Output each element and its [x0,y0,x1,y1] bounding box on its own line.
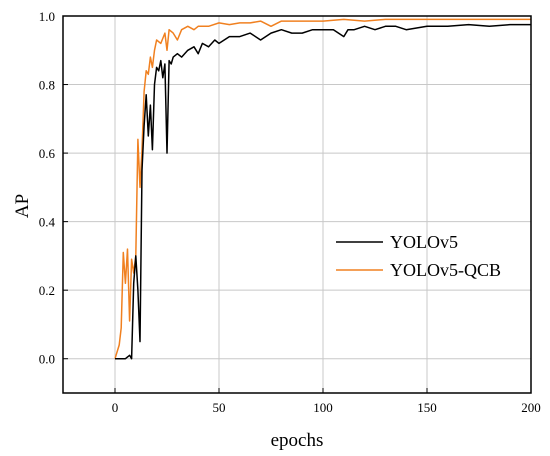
axis-ticks: 0 50 100 150 200 0.0 0.2 0.4 0.6 0.8 1.0 [39,9,541,415]
legend: YOLOv5 YOLOv5-QCB [336,232,501,280]
legend-label-yolov5-qcb: YOLOv5-QCB [390,260,501,280]
y-tick-label: 0.6 [39,146,56,161]
x-tick-label: 100 [313,400,333,415]
x-axis-title: epochs [271,430,324,451]
x-tick-label: 200 [521,400,541,415]
series-line-yolov5 [115,23,531,360]
x-tick-label: 50 [213,400,226,415]
plot-frame [62,15,532,394]
y-tick-label: 0.0 [39,352,55,367]
y-tick-label: 0.8 [39,78,55,93]
y-tick-label: 0.2 [39,283,55,298]
legend-label-yolov5: YOLOv5 [390,232,458,252]
y-axis-title: AP [12,194,33,218]
y-tick-label: 1.0 [39,9,55,24]
x-tick-label: 150 [417,400,437,415]
y-tick-label: 0.4 [39,215,56,230]
x-tick-label: 0 [112,400,119,415]
series-layer [114,18,531,360]
